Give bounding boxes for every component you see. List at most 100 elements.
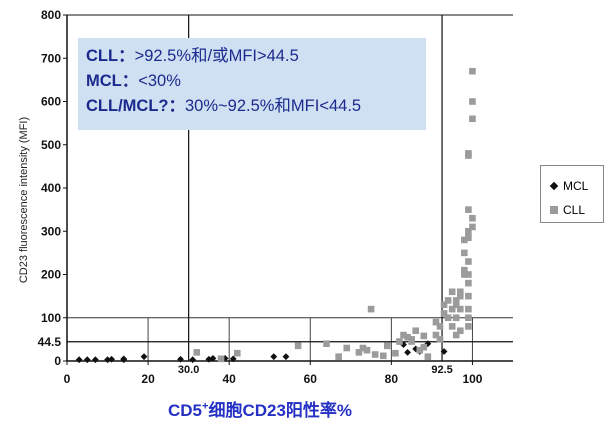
point-cll-10 — [367, 305, 375, 313]
diamond-marker-icon — [549, 181, 559, 191]
point-cll-41 — [456, 288, 464, 296]
point-mcl-6 — [120, 356, 128, 364]
point-cll-26 — [432, 331, 440, 339]
point-cll-35 — [448, 305, 456, 313]
criteria-key-mcl: MCL： — [86, 72, 139, 90]
y-tick-label-200: 200 — [41, 268, 61, 282]
y-axis-label: CD23 fluorescence intensity (MFI) — [18, 116, 30, 284]
y-tick-label-100: 100 — [41, 311, 61, 325]
point-cll-46 — [461, 266, 468, 274]
point-cll-4 — [323, 340, 330, 347]
point-mcl-21 — [440, 348, 448, 355]
point-cll-53 — [465, 279, 472, 287]
point-mcl-2 — [91, 356, 99, 364]
x-axis-label-rest: 细胞CD23阳性率% — [208, 401, 353, 420]
x-ref-label-1: 92.5 — [431, 364, 452, 376]
legend-item-mcl: MCL — [549, 174, 603, 198]
point-cll-38 — [452, 314, 460, 322]
legend-label-mcl: MCL — [563, 179, 589, 193]
x-axis-label-main: CD5 — [168, 401, 203, 420]
point-cll-14 — [392, 349, 399, 357]
data-points — [75, 67, 476, 364]
point-cll-3 — [294, 342, 302, 350]
point-mcl-13 — [229, 355, 237, 363]
point-mcl-11 — [209, 355, 217, 362]
x-ref-label-0: 30.0 — [178, 364, 199, 376]
point-cll-52 — [465, 258, 472, 265]
point-cll-47 — [461, 236, 468, 244]
y-tick-label-500: 500 — [41, 138, 61, 152]
x-tick-label-40: 40 — [223, 372, 237, 386]
point-cll-33 — [448, 323, 456, 330]
point-cll-6 — [343, 344, 351, 352]
point-cll-15 — [396, 338, 403, 345]
point-cll-64 — [469, 67, 476, 75]
point-cll-59 — [465, 152, 472, 159]
point-mcl-7 — [140, 353, 148, 361]
tick-labels: 0 100 200 300 400 500 600 700 800 44.5 0 20 40 60 80 10… — [38, 8, 483, 386]
point-mcl-3 — [104, 356, 111, 364]
criteria-annotation-box: CLL：>92.5%和/或MFI>44.5 MCL：<30% CLL/MCL?：… — [78, 38, 426, 130]
square-marker-icon — [550, 206, 558, 214]
point-mcl-17 — [404, 348, 411, 356]
point-cll-44 — [461, 271, 468, 278]
x-tick-label-80: 80 — [385, 372, 399, 386]
point-cll-49 — [465, 292, 472, 300]
point-cll-5 — [335, 353, 342, 360]
legend-item-cll: CLL — [549, 198, 603, 222]
point-cll-57 — [465, 206, 472, 213]
point-cll-20 — [412, 327, 419, 335]
criteria-text-cll-mcl: 30%~92.5%和MFI<44.5 — [184, 97, 362, 115]
point-cll-24 — [424, 353, 432, 360]
point-cll-9 — [363, 346, 371, 354]
point-cll-12 — [379, 352, 387, 360]
grid-layer — [67, 317, 513, 361]
point-cll-25 — [432, 318, 440, 326]
point-cll-62 — [469, 115, 476, 123]
point-cll-40 — [456, 292, 464, 300]
point-cll-55 — [465, 323, 472, 330]
point-mcl-0 — [75, 356, 83, 364]
point-cll-27 — [436, 323, 444, 330]
point-cll-21 — [416, 346, 424, 354]
point-cll-8 — [359, 344, 367, 352]
point-mcl-8 — [177, 355, 184, 363]
x-tick-label-0: 0 — [64, 372, 71, 386]
point-cll-63 — [469, 98, 476, 105]
point-mcl-14 — [270, 353, 278, 361]
legend: MCL CLL — [540, 165, 604, 223]
point-cll-51 — [465, 234, 472, 242]
x-tick-label-20: 20 — [141, 372, 155, 386]
y-tick-label-700: 700 — [41, 51, 61, 65]
criteria-line-mcl: MCL：<30% — [86, 69, 418, 94]
point-cll-19 — [408, 336, 415, 343]
y-tick-label-400: 400 — [41, 181, 61, 195]
x-axis-label: CD5+细胞CD23阳性率% — [168, 396, 352, 421]
point-cll-30 — [440, 310, 448, 317]
point-cll-28 — [436, 336, 444, 343]
criteria-line-cll-mcl: CLL/MCL?：30%~92.5%和MFI<44.5 — [86, 94, 418, 119]
point-cll-13 — [384, 342, 391, 350]
point-cll-34 — [448, 288, 456, 296]
criteria-key-cll-mcl: CLL/MCL?： — [86, 97, 185, 115]
point-cll-36 — [452, 331, 460, 339]
point-mcl-1 — [83, 356, 91, 364]
y-tick-label-800: 800 — [41, 8, 61, 22]
criteria-line-cll: CLL：>92.5%和/或MFI>44.5 — [86, 44, 418, 69]
point-cll-1 — [217, 355, 225, 363]
axes — [63, 14, 513, 365]
point-mcl-9 — [189, 356, 197, 364]
point-cll-37 — [452, 297, 460, 304]
point-mcl-15 — [282, 353, 290, 361]
criteria-text-mcl: <30% — [138, 72, 181, 90]
x-tick-label-100: 100 — [462, 372, 482, 386]
point-cll-39 — [452, 301, 460, 309]
point-cll-48 — [465, 314, 472, 322]
y-ref-label: 44.5 — [38, 335, 62, 349]
y-tick-label-300: 300 — [41, 224, 61, 238]
point-cll-56 — [465, 227, 472, 235]
point-mcl-16 — [400, 341, 407, 348]
point-cll-43 — [456, 327, 464, 335]
point-cll-7 — [355, 349, 363, 356]
point-cll-32 — [444, 297, 452, 304]
